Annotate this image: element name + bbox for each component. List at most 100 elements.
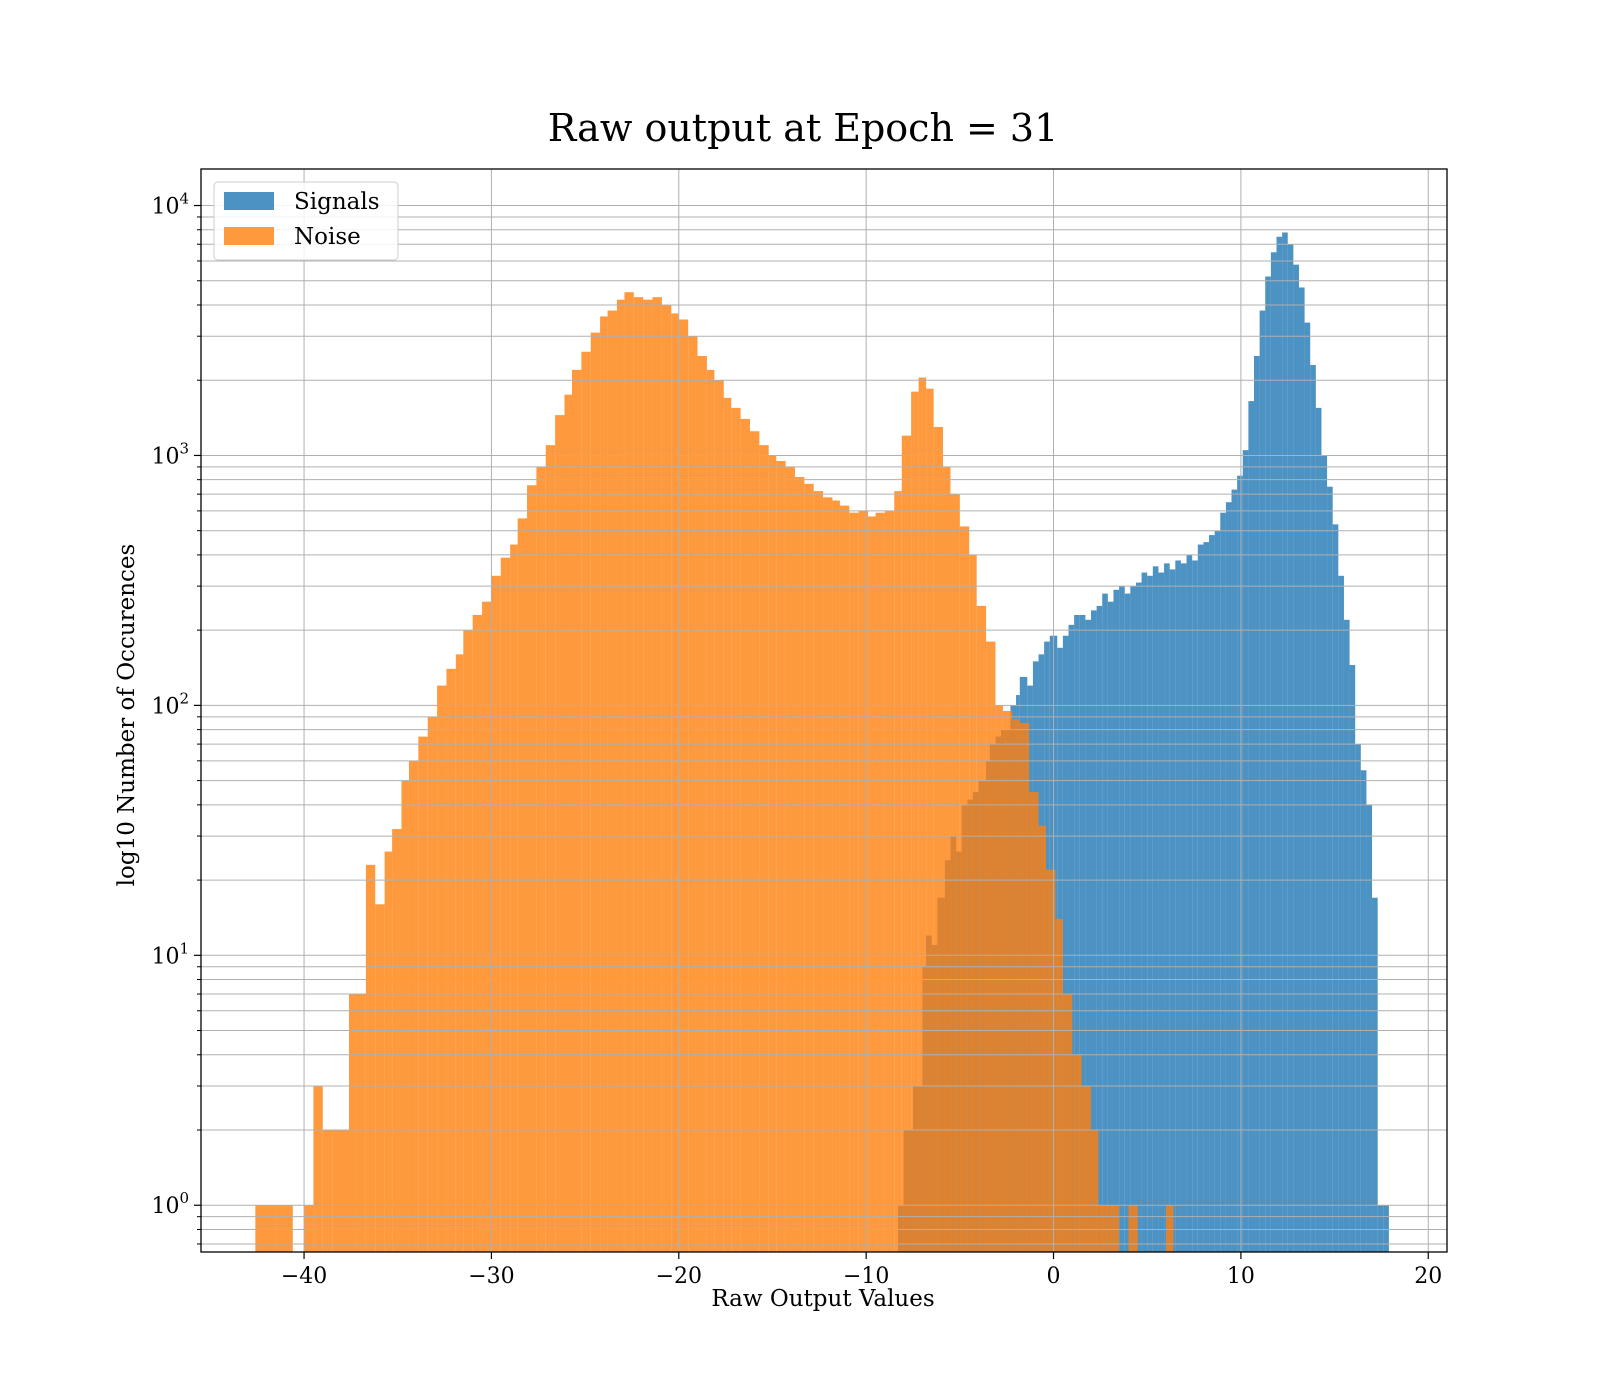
histogram-bar [995, 705, 1003, 1252]
histogram-bar [776, 461, 786, 1252]
histogram-bar [1055, 918, 1063, 1252]
histogram-bar [472, 614, 483, 1252]
y-tick-label: 102 [151, 689, 189, 719]
histogram-bar [322, 1130, 333, 1252]
histogram-bar [446, 668, 456, 1252]
histogram-bar [832, 500, 840, 1252]
histogram-bar [1192, 560, 1198, 1252]
histogram-bar [911, 391, 919, 1252]
histogram-bar [1304, 322, 1311, 1252]
histogram-bar [839, 505, 850, 1253]
histogram-bar [759, 445, 769, 1252]
histogram-bar [1147, 575, 1153, 1252]
histogram-bar [1203, 542, 1210, 1252]
histogram-bar [1046, 869, 1056, 1252]
histogram-bar [616, 299, 625, 1252]
histogram-bar [527, 485, 537, 1252]
histogram-bar [1298, 287, 1305, 1253]
histogram-bar [1237, 475, 1243, 1252]
x-axis-label: Raw Output Values [711, 1286, 934, 1312]
histogram-bar [571, 369, 582, 1252]
legend-swatch-signals [224, 192, 274, 210]
histogram-bar [1214, 530, 1221, 1252]
x-tick-label: 10 [1227, 1264, 1255, 1289]
histogram-bar [607, 310, 617, 1252]
histogram-bar [600, 316, 608, 1252]
histogram-bar [1265, 276, 1271, 1252]
histogram-bar [1321, 455, 1328, 1252]
histogram-bar [976, 605, 987, 1252]
x-tick-label: −30 [468, 1264, 514, 1289]
histogram-bar [1355, 744, 1361, 1252]
x-axis: −40 −30 −20 −10 0 10 20 [281, 1252, 1442, 1289]
histogram-bar [1175, 560, 1181, 1252]
histogram-bar [740, 418, 750, 1252]
histogram-bar [1366, 804, 1373, 1252]
histogram-bar [1225, 502, 1232, 1253]
histogram-bar [794, 476, 805, 1252]
histogram-bar [1079, 614, 1086, 1252]
histogram-bar [849, 512, 859, 1252]
histogram-bar [392, 829, 402, 1252]
histogram-bar [1098, 1205, 1110, 1252]
histogram-bar [1068, 624, 1075, 1252]
y-axis: 100 101 102 103 104 [151, 190, 201, 1245]
histogram-bar [1165, 1205, 1174, 1252]
y-tick-label: 101 [151, 939, 189, 969]
histogram-bar [1062, 994, 1073, 1252]
histogram-bar [959, 526, 970, 1252]
y-tick-label: 100 [151, 1189, 189, 1219]
histogram-bar [1107, 601, 1114, 1252]
histogram-bar [678, 319, 689, 1253]
histogram-bar [1197, 544, 1204, 1252]
plot-area [200, 168, 1448, 1253]
histogram-bar [1377, 1205, 1384, 1252]
histogram-bar [875, 512, 885, 1252]
x-tick-label: 0 [1047, 1264, 1061, 1289]
histogram-bar [1019, 723, 1030, 1252]
histogram-bar [1254, 355, 1260, 1252]
histogram-bar [1343, 619, 1350, 1252]
histogram-bar [1310, 365, 1316, 1252]
histogram-bar [884, 510, 895, 1252]
histogram-bar [1180, 563, 1187, 1252]
histogram-bar [1164, 563, 1170, 1252]
histogram-bar [804, 483, 814, 1252]
histogram-bar [1096, 605, 1103, 1252]
y-tick-label: 104 [151, 190, 189, 220]
histogram-bar [545, 445, 556, 1252]
histogram-bar [1169, 569, 1176, 1252]
histogram-bar [455, 654, 464, 1252]
histogram-bar [1124, 593, 1131, 1252]
axes-frame [200, 168, 1448, 1253]
histogram-bar [1158, 572, 1165, 1252]
chart-title: Raw output at Epoch = 31 [548, 106, 1059, 150]
histogram-bar [661, 304, 672, 1253]
histogram-bar [671, 313, 679, 1252]
histogram-bar [1002, 710, 1013, 1252]
histogram-bar [1062, 635, 1069, 1252]
histogram-bar [894, 491, 902, 1252]
histogram-bar [1327, 486, 1333, 1252]
histogram-bar [1012, 719, 1020, 1252]
histogram-bar [255, 1205, 276, 1252]
histogram-bar [969, 554, 977, 1252]
histogram-bar [1242, 450, 1249, 1252]
bars-layer [255, 232, 1389, 1253]
histogram-bar [1119, 586, 1125, 1252]
histogram-bar [933, 426, 943, 1253]
histogram-bar [706, 369, 715, 1252]
histogram-bar [926, 388, 934, 1252]
histogram-bar [437, 685, 447, 1252]
histogram-bar [749, 431, 760, 1253]
histogram-bar [510, 544, 518, 1252]
legend-label-signals: Signals [294, 189, 380, 215]
histogram-bar [731, 407, 741, 1252]
histogram-bar [1372, 897, 1378, 1252]
histogram-bar [590, 332, 601, 1252]
histogram-bar [643, 299, 653, 1252]
histogram-bar [564, 394, 572, 1253]
histogram-bar [408, 760, 419, 1252]
histogram-bar [1135, 582, 1142, 1252]
